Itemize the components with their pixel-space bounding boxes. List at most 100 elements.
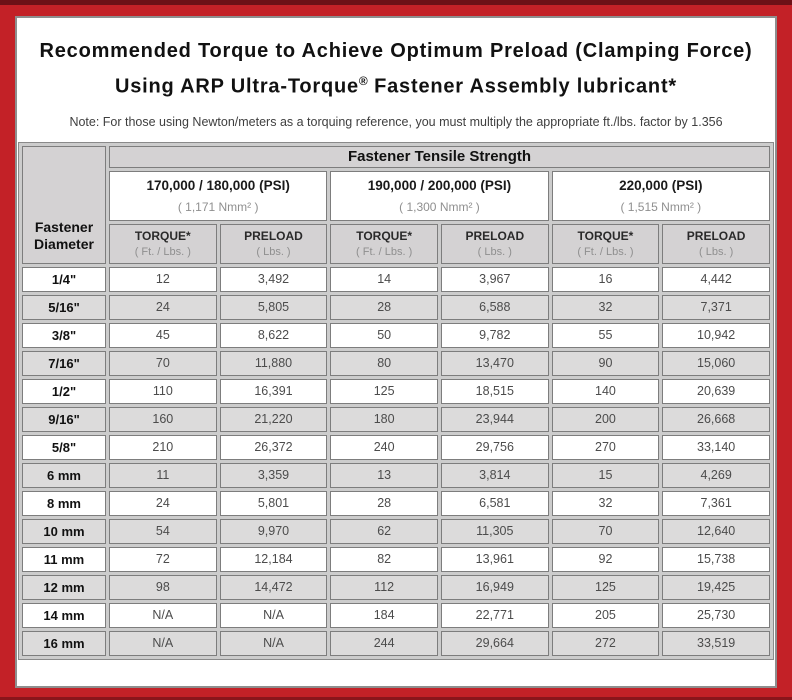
data-cell: 29,664 bbox=[440, 630, 549, 656]
nmm-subtext: ( 1,171 Nmm² ) bbox=[177, 199, 259, 214]
data-cell: 28 bbox=[330, 294, 438, 320]
tensile-strength-header: Fastener Tensile Strength bbox=[109, 145, 770, 168]
column-unit: ( Lbs. ) bbox=[477, 246, 512, 259]
data-cell: 15,738 bbox=[662, 546, 770, 572]
data-cell: 4,442 bbox=[662, 266, 770, 292]
column-unit: ( Ft. / Lbs. ) bbox=[577, 246, 634, 259]
note-text: Note: For those using Newton/meters as a… bbox=[69, 114, 723, 129]
data-cell: 14 bbox=[330, 266, 438, 292]
data-cell: 92 bbox=[551, 546, 660, 572]
data-cell: 3,492 bbox=[219, 266, 328, 292]
data-cell: N/A bbox=[219, 630, 328, 656]
data-cell: 25,730 bbox=[662, 602, 770, 628]
data-cell: 184 bbox=[330, 602, 438, 628]
sub-header-row: TORQUE* ( Ft. / Lbs. ) PRELOAD ( Lbs. ) … bbox=[22, 223, 770, 264]
psi-group-header-2: 190,000 / 200,000 (PSI) ( 1,300 Nmm² ) bbox=[330, 170, 549, 221]
data-cell: 125 bbox=[551, 574, 660, 600]
page-title: Recommended Torque to Achieve Optimum Pr… bbox=[18, 36, 774, 102]
psi-group-header-1: 170,000 / 180,000 (PSI) ( 1,171 Nmm² ) bbox=[109, 170, 328, 221]
data-cell: 140 bbox=[551, 378, 660, 404]
registered-mark: ® bbox=[358, 74, 368, 88]
row-header-cell: 7/16" bbox=[22, 350, 106, 376]
torque-table: Fastener Diameter Fastener Tensile Stren… bbox=[18, 141, 774, 660]
psi-header-row: 170,000 / 180,000 (PSI) ( 1,171 Nmm² ) 1… bbox=[22, 170, 770, 221]
data-cell: 20,639 bbox=[662, 378, 770, 404]
row-header-cell: 5/8" bbox=[22, 434, 106, 460]
data-cell: 15,060 bbox=[662, 350, 770, 376]
data-cell: 125 bbox=[330, 378, 438, 404]
table-row: 8 mm 24 5,801 28 6,581 32 7,361 bbox=[22, 490, 770, 516]
data-cell: 6,588 bbox=[440, 294, 549, 320]
data-cell: 12,640 bbox=[662, 518, 770, 544]
torque-column-header: TORQUE* ( Ft. / Lbs. ) bbox=[109, 223, 217, 264]
title-line-1: Recommended Torque to Achieve Optimum Pr… bbox=[39, 40, 753, 62]
preload-column-header: PRELOAD ( Lbs. ) bbox=[440, 223, 549, 264]
data-cell: 15 bbox=[551, 462, 660, 488]
table-row: 9/16" 160 21,220 180 23,944 200 26,668 bbox=[22, 406, 770, 432]
table-row: 16 mm N/A N/A 244 29,664 272 33,519 bbox=[22, 630, 770, 656]
data-cell: 26,372 bbox=[219, 434, 328, 460]
nmm-subtext: ( 1,300 Nmm² ) bbox=[399, 199, 480, 214]
data-cell: 21,220 bbox=[219, 406, 328, 432]
data-cell: 9,782 bbox=[440, 322, 549, 348]
column-unit: ( Lbs. ) bbox=[256, 246, 291, 259]
data-cell: N/A bbox=[109, 602, 217, 628]
column-unit: ( Ft. / Lbs. ) bbox=[356, 246, 413, 259]
row-header-cell: 10 mm bbox=[22, 518, 106, 544]
data-cell: 16,391 bbox=[219, 378, 328, 404]
table-body: 1/4" 12 3,492 14 3,967 16 4,442 5/16" 24 5,805 28 6… bbox=[22, 266, 770, 656]
data-cell: 5,805 bbox=[219, 294, 328, 320]
data-cell: 4,269 bbox=[662, 462, 770, 488]
data-cell: 205 bbox=[551, 602, 660, 628]
data-cell: 11,880 bbox=[219, 350, 328, 376]
corner-header: Fastener Diameter bbox=[22, 145, 106, 264]
preload-column-header: PRELOAD ( Lbs. ) bbox=[219, 223, 328, 264]
data-cell: 32 bbox=[551, 294, 660, 320]
data-cell: 33,140 bbox=[662, 434, 770, 460]
data-cell: 32 bbox=[551, 490, 660, 516]
data-cell: 22,771 bbox=[440, 602, 549, 628]
row-header-cell: 12 mm bbox=[22, 574, 106, 600]
data-cell: 160 bbox=[109, 406, 217, 432]
data-cell: 3,967 bbox=[440, 266, 549, 292]
psi-label: 190,000 / 200,000 (PSI) bbox=[367, 177, 512, 193]
row-header-cell: 14 mm bbox=[22, 602, 106, 628]
data-cell: 90 bbox=[551, 350, 660, 376]
table-row: 5/16" 24 5,805 28 6,588 32 7,371 bbox=[22, 294, 770, 320]
column-unit: ( Ft. / Lbs. ) bbox=[134, 246, 191, 259]
data-cell: 3,359 bbox=[219, 462, 328, 488]
frame-bottom-strip bbox=[0, 697, 792, 700]
data-cell: N/A bbox=[109, 630, 217, 656]
data-cell: 50 bbox=[330, 322, 438, 348]
row-header-cell: 6 mm bbox=[22, 462, 106, 488]
row-header-cell: 11 mm bbox=[22, 546, 106, 572]
data-cell: 240 bbox=[330, 434, 438, 460]
tensile-header-row: Fastener Diameter Fastener Tensile Stren… bbox=[22, 145, 770, 264]
data-cell: 70 bbox=[551, 518, 660, 544]
data-cell: 180 bbox=[330, 406, 438, 432]
data-cell: 3,814 bbox=[440, 462, 549, 488]
data-cell: 24 bbox=[109, 294, 217, 320]
data-cell: 55 bbox=[551, 322, 660, 348]
preload-column-header: PRELOAD ( Lbs. ) bbox=[662, 223, 770, 264]
data-cell: 272 bbox=[551, 630, 660, 656]
row-header-cell: 8 mm bbox=[22, 490, 106, 516]
row-header-cell: 3/8" bbox=[22, 322, 106, 348]
data-cell: 19,425 bbox=[662, 574, 770, 600]
data-cell: 18,515 bbox=[440, 378, 549, 404]
data-cell: 9,970 bbox=[219, 518, 328, 544]
data-cell: 11,305 bbox=[440, 518, 549, 544]
data-cell: 54 bbox=[109, 518, 217, 544]
data-cell: 5,801 bbox=[219, 490, 328, 516]
data-cell: 33,519 bbox=[662, 630, 770, 656]
data-cell: 98 bbox=[109, 574, 217, 600]
table-row: 1/4" 12 3,492 14 3,967 16 4,442 bbox=[22, 266, 770, 292]
table-row: 3/8" 45 8,622 50 9,782 55 10,942 bbox=[22, 322, 770, 348]
table-row: 7/16" 70 11,880 80 13,470 90 15,060 bbox=[22, 350, 770, 376]
data-cell: 12 bbox=[109, 266, 217, 292]
torque-column-header: TORQUE* ( Ft. / Lbs. ) bbox=[551, 223, 660, 264]
data-cell: 7,361 bbox=[662, 490, 770, 516]
psi-label: 220,000 (PSI) bbox=[619, 177, 703, 193]
data-cell: 10,942 bbox=[662, 322, 770, 348]
data-cell: 11 bbox=[109, 462, 217, 488]
